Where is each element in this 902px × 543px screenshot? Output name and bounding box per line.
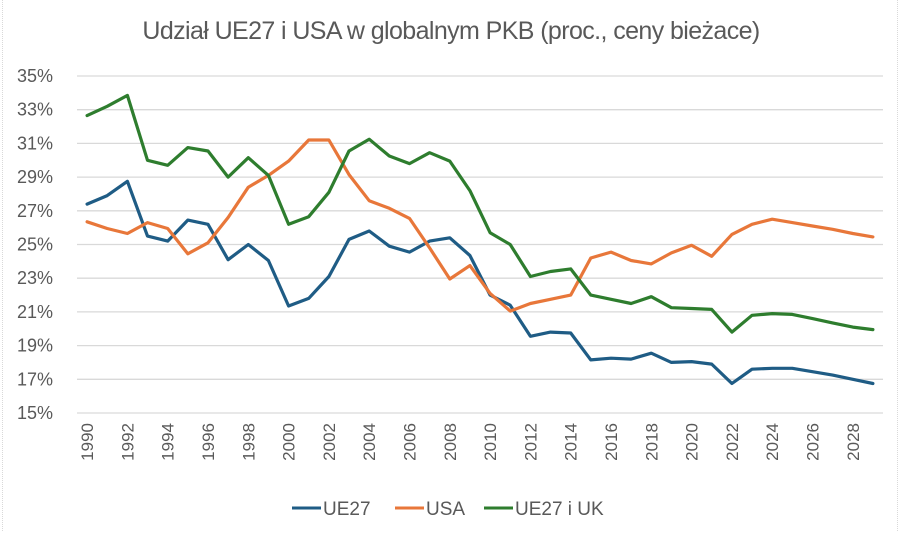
y-tick-label: 31%: [17, 133, 53, 153]
x-tick-label: 2020: [683, 423, 702, 461]
y-axis-ticks: 15% 17% 19% 21% 23% 25% 27% 29% 31% 33% 35%: [17, 66, 53, 423]
y-tick-label: 21%: [17, 302, 53, 322]
y-tick-label: 29%: [17, 167, 53, 187]
x-tick-label: 2010: [481, 423, 500, 461]
legend-label: USA: [426, 499, 465, 520]
y-tick-label: 35%: [17, 66, 53, 86]
x-tick-label: 1998: [239, 423, 258, 461]
x-tick-label: 2016: [602, 423, 621, 461]
chart-title: Udział UE27 i USA w globalnym PKB (proc.…: [142, 17, 760, 45]
y-tick-label: 25%: [17, 235, 53, 255]
x-tick-label: 2024: [763, 423, 782, 461]
y-tick-label: 19%: [17, 336, 53, 356]
x-tick-label: 1992: [118, 423, 137, 461]
y-tick-label: 27%: [17, 201, 53, 221]
x-tick-label: 2022: [723, 423, 742, 461]
legend-label: UE27: [323, 499, 371, 520]
x-tick-label: 2006: [400, 423, 419, 461]
series-line-ue27: [85, 179, 875, 386]
y-tick-label: 15%: [17, 403, 53, 423]
x-tick-label: 1996: [199, 423, 218, 461]
chart-frame: [2, 0, 898, 531]
x-tick-label: 2028: [844, 423, 863, 461]
x-tick-label: 2012: [521, 423, 540, 461]
x-tick-label: 1994: [159, 423, 178, 461]
x-tick-label: 1990: [78, 423, 97, 461]
x-tick-label: 2026: [803, 423, 822, 461]
y-tick-label: 33%: [17, 100, 53, 120]
legend-label: UE27 i UK: [515, 499, 604, 520]
gridlines: [77, 75, 883, 414]
legend: UE27 USA UE27 i UK: [292, 499, 604, 520]
x-tick-label: 2000: [280, 423, 299, 461]
series-line-usa: [85, 138, 875, 313]
x-axis-ticks: 1990 1992 1994 1996 1998 2000 2002 2004 2006 2008…: [78, 423, 863, 461]
x-tick-label: 2002: [320, 423, 339, 461]
series-lines: [85, 93, 875, 386]
x-tick-label: 2004: [360, 423, 379, 461]
series-line-ue27-i-uk: [85, 93, 875, 334]
x-tick-label: 2018: [642, 423, 661, 461]
y-tick-label: 17%: [17, 369, 53, 389]
y-tick-label: 23%: [17, 268, 53, 288]
x-tick-label: 2008: [441, 423, 460, 461]
x-tick-label: 2014: [562, 423, 581, 461]
